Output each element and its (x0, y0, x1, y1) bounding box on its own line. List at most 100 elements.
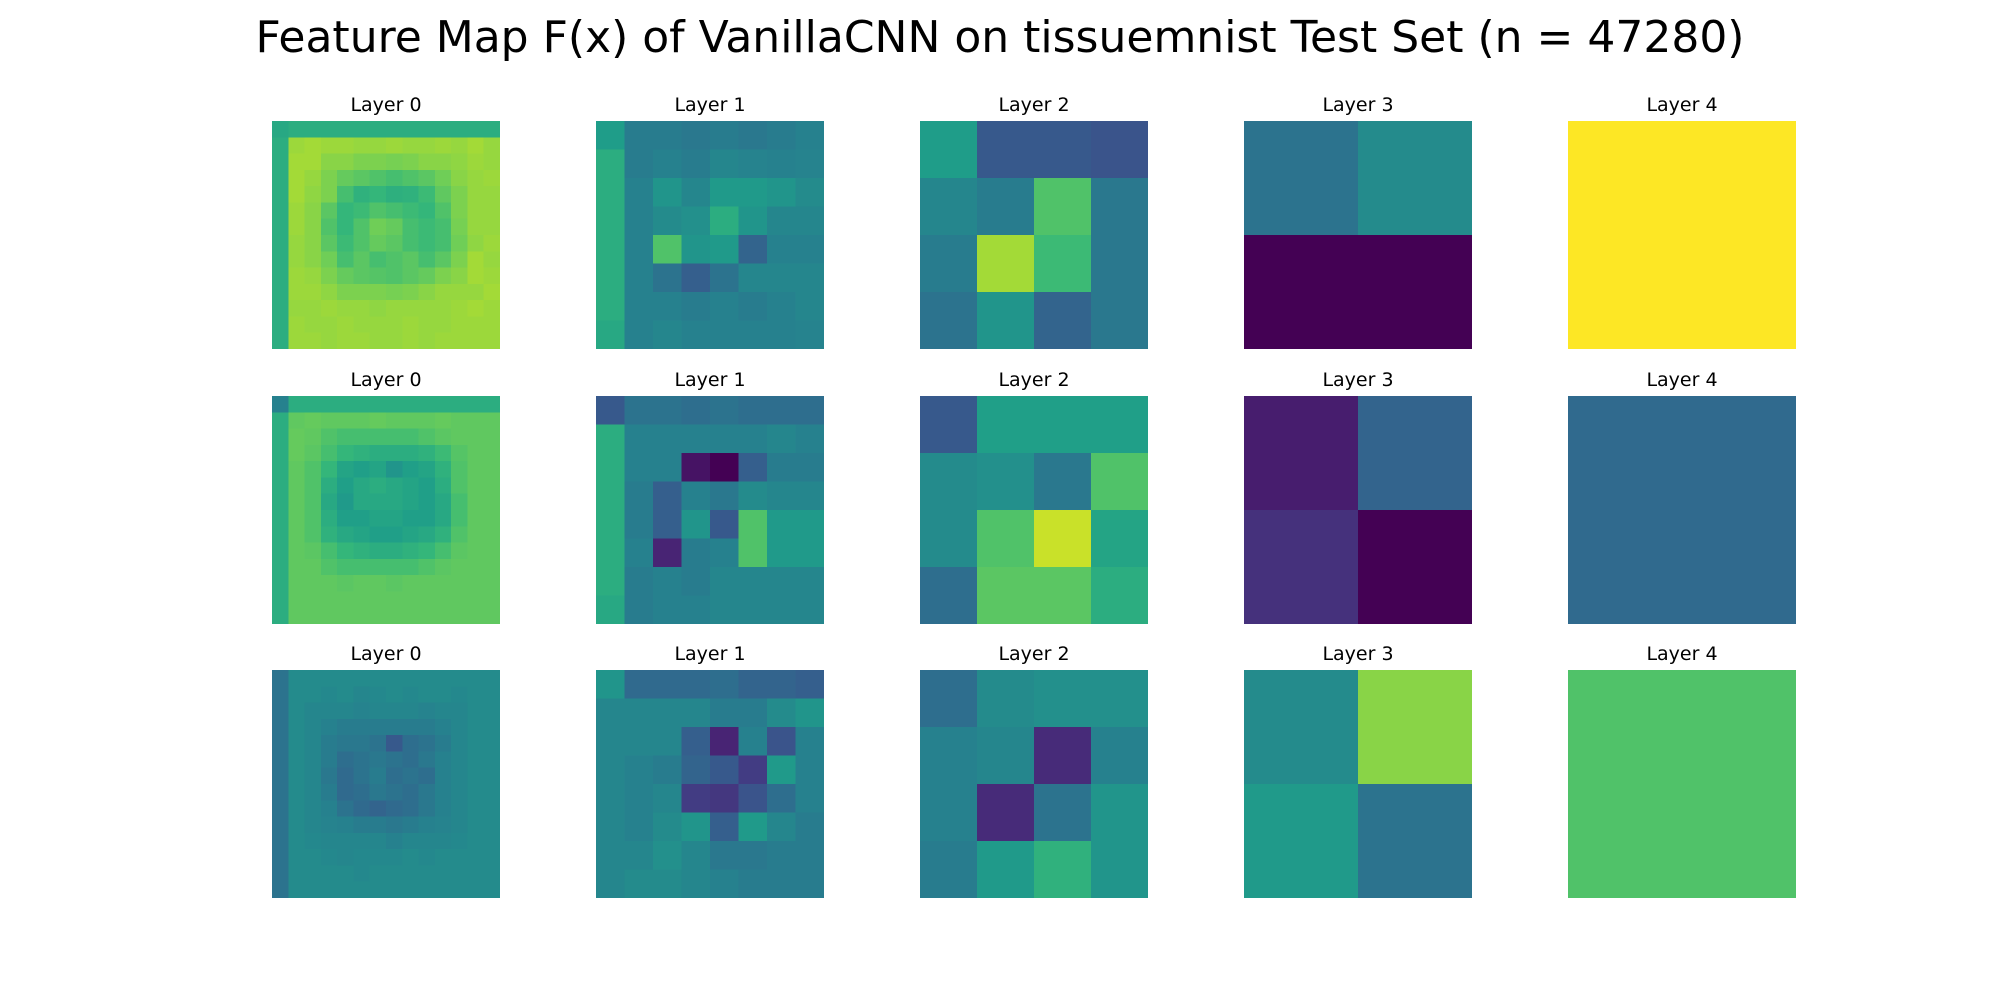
heatmap-cell (418, 881, 436, 898)
heatmap-cell (288, 169, 305, 187)
heatmap-cell (596, 121, 625, 150)
heatmap-cell (402, 493, 419, 511)
heatmap-cell (353, 832, 371, 850)
heatmap-cell (483, 800, 500, 817)
heatmap-cell (402, 137, 419, 154)
heatmap-cell (596, 396, 625, 425)
heatmap-cell (272, 251, 289, 268)
heatmap-cell (337, 169, 354, 187)
heatmap-cell (304, 607, 322, 624)
heatmap-cell (681, 595, 711, 624)
heatmap-cell (320, 428, 338, 446)
heatmap-cell (418, 816, 436, 834)
heatmap-cell (483, 591, 500, 609)
heatmap-cell (418, 800, 436, 817)
heatmap-cell (304, 591, 322, 609)
heatmap-cell (483, 153, 500, 171)
heatmap-cell (596, 320, 625, 349)
heatmap-cell (767, 869, 796, 898)
heatmap-cell (386, 186, 403, 203)
heatmap-cell (451, 396, 468, 413)
heatmap-cell (467, 542, 485, 560)
panel-title: Layer 3 (1322, 94, 1394, 116)
heatmap-cell (795, 812, 824, 842)
heatmap-cell (402, 267, 419, 285)
heatmap-cell (272, 865, 289, 883)
heatmap-cell (369, 283, 387, 301)
heatmap-cell (920, 178, 978, 236)
heatmap-cell (320, 881, 338, 898)
heatmap-cell (451, 686, 468, 703)
heatmap-cell (288, 493, 305, 511)
heatmap-cell (596, 453, 625, 482)
heatmap-cell (434, 718, 452, 736)
heatmap-cell (624, 263, 654, 293)
heatmap-cell (418, 218, 436, 236)
heatmap-cell (386, 735, 403, 752)
heatmap-cell (320, 121, 338, 138)
heatmap-cell (272, 428, 289, 446)
heatmap-cell (386, 558, 403, 576)
heatmap-cell (272, 849, 289, 866)
heatmap-cell (483, 849, 500, 866)
heatmap-cell (288, 218, 305, 236)
heatmap-cell (467, 849, 485, 866)
heatmap-cell (272, 493, 289, 511)
heatmap-cell (710, 235, 739, 264)
heatmap-cell (653, 670, 682, 699)
heatmap-cell (320, 169, 338, 187)
heatmap (1244, 121, 1472, 349)
heatmap-cell (402, 702, 419, 720)
heatmap-cell (795, 595, 824, 624)
heatmap-cell (483, 784, 500, 801)
heatmap-cell (710, 206, 739, 236)
heatmap-cell (738, 235, 768, 264)
heatmap-cell (434, 251, 452, 268)
heatmap-cell (288, 153, 305, 171)
heatmap-cell (304, 686, 322, 703)
heatmap-cell (653, 727, 682, 756)
heatmap-cell (467, 607, 485, 624)
heatmap-cell (353, 784, 371, 801)
heatmap-cell (418, 396, 436, 413)
heatmap-cell (653, 595, 682, 624)
heatmap-cell (653, 235, 682, 264)
heatmap-cell (681, 178, 711, 207)
heatmap-cell (710, 510, 739, 539)
heatmap-cell (1034, 453, 1092, 511)
heatmap (920, 670, 1148, 898)
heatmap-cell (272, 751, 289, 769)
heatmap-cell (434, 283, 452, 301)
heatmap-cell (795, 292, 824, 321)
heatmap-cell (369, 767, 387, 785)
heatmap-cell (434, 444, 452, 462)
heatmap-cell (434, 316, 452, 334)
heatmap (596, 121, 824, 349)
heatmap-cell (767, 206, 796, 236)
heatmap-cell (272, 316, 289, 334)
heatmap-cell (451, 283, 468, 301)
heatmap-cell (1358, 396, 1472, 511)
heatmap-cell (353, 332, 371, 349)
heatmap-cell (288, 444, 305, 462)
heatmap-cell (434, 849, 452, 866)
heatmap-cell (369, 526, 387, 543)
heatmap-cell (304, 767, 322, 785)
heatmap-panel-r2-c4: Layer 3 (1244, 369, 1472, 624)
heatmap-cell (1244, 121, 1359, 236)
heatmap-cell (451, 575, 468, 592)
heatmap-cell (434, 702, 452, 720)
heatmap-cell (353, 316, 371, 334)
heatmap-cell (451, 542, 468, 560)
heatmap-cell (288, 849, 305, 866)
heatmap-cell (304, 865, 322, 883)
heatmap-cell (1034, 670, 1092, 728)
heatmap-cell (353, 702, 371, 720)
heatmap-cell (738, 727, 768, 756)
heatmap-cell (681, 320, 711, 349)
heatmap-cell (353, 300, 371, 317)
heatmap-cell (467, 477, 485, 495)
heatmap-cell (304, 396, 322, 413)
heatmap-cell (418, 283, 436, 301)
heatmap-cell (1034, 784, 1092, 842)
